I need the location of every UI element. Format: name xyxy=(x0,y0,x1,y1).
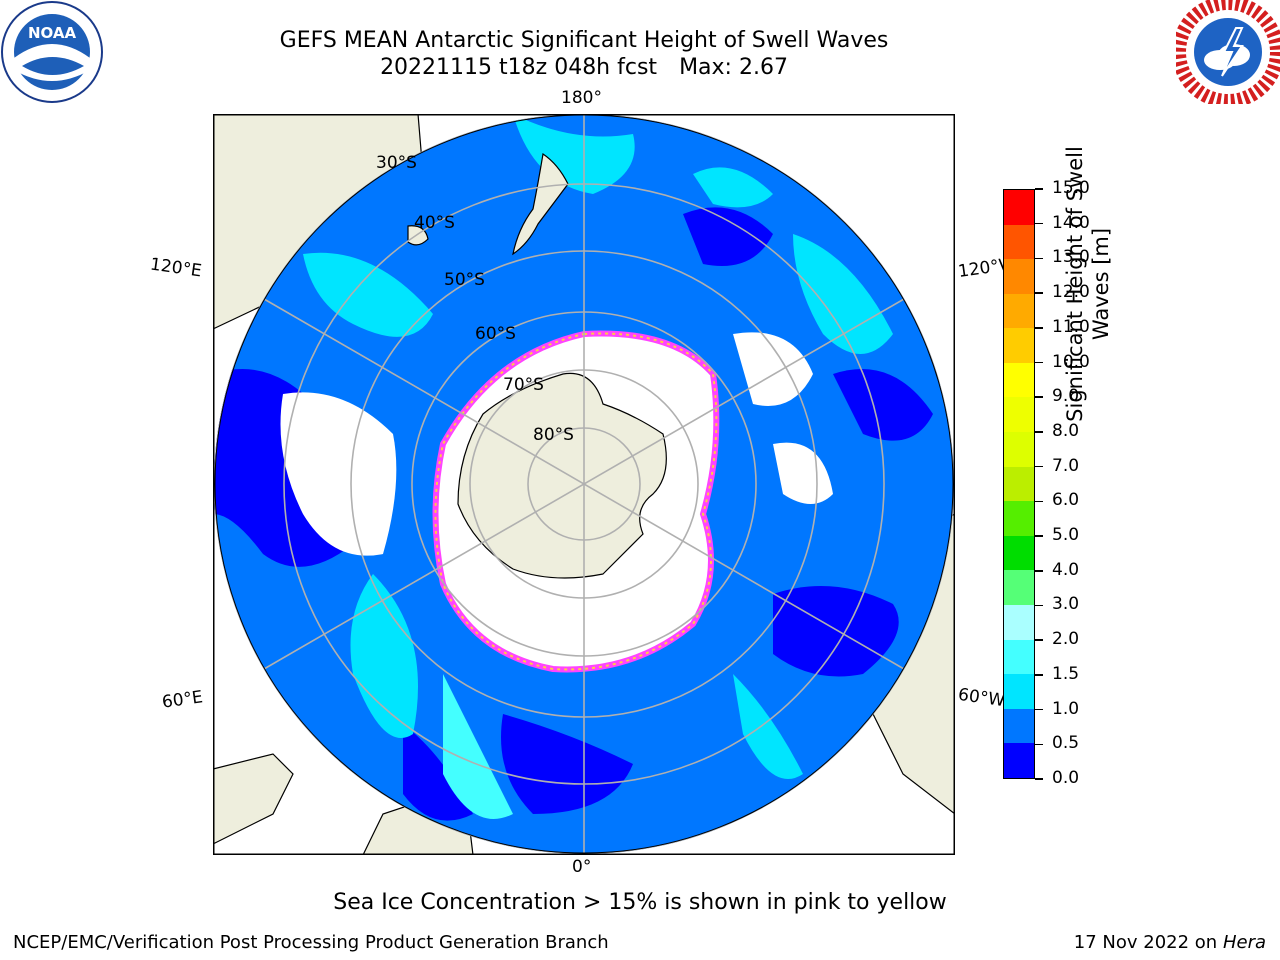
colorbar-tick-label: 11.0 xyxy=(1052,316,1090,337)
colorbar-bin-8 xyxy=(1004,466,1034,502)
colorbar-label-line2: Waves [m] xyxy=(1089,227,1113,341)
footer-machine: Hera xyxy=(1222,932,1266,953)
colorbar-tick xyxy=(1035,604,1043,607)
colorbar-tick xyxy=(1035,257,1043,260)
land-africa xyxy=(213,753,294,845)
max-value-label: Max: 2.67 xyxy=(679,55,788,80)
run-info: 20221115 t18z 048h fcst xyxy=(380,55,658,80)
map-title: GEFS MEAN Antarctic Significant Height o… xyxy=(279,28,889,53)
lat-label-30s: 30°S xyxy=(376,153,417,173)
lat-label-50s: 50°S xyxy=(444,270,485,290)
noaa-logo-icon: NOAA xyxy=(1,1,103,103)
colorbar-tick xyxy=(1035,222,1043,225)
lon-label-60e: 60°E xyxy=(160,687,205,713)
land-new-zealand xyxy=(512,152,569,256)
colorbar-tick xyxy=(1035,396,1043,398)
footer-date-text: 17 Nov 2022 on xyxy=(1073,932,1218,953)
noaa-logo-text: NOAA xyxy=(28,24,77,42)
colorbar-tick-label: 2.0 xyxy=(1052,629,1080,650)
lon-label-180: 180° xyxy=(561,88,602,108)
colorbar-bin-10 xyxy=(1004,397,1034,433)
colorbar-tick xyxy=(1035,327,1043,329)
colorbar-tick xyxy=(1035,465,1043,468)
colorbar-tick xyxy=(1035,639,1043,641)
colorbar-tick-label: 5.0 xyxy=(1052,525,1080,546)
colorbar-bin-7 xyxy=(1004,501,1034,536)
colorbar-tick xyxy=(1035,570,1043,572)
colorbar-bin-13 xyxy=(1004,293,1034,329)
colorbar-tick-label: 9.0 xyxy=(1052,386,1080,407)
south-polar-map xyxy=(213,114,955,855)
colorbar xyxy=(1003,189,1035,779)
colorbar-bin-16 xyxy=(1004,189,1034,225)
colorbar-bin-12 xyxy=(1004,328,1034,363)
lon-label-120e: 120°E xyxy=(148,254,203,282)
footer-date: 17 Nov 2022 on Hera xyxy=(1074,932,1266,953)
colorbar-bin-0 xyxy=(1004,743,1034,778)
colorbar-tick-label: 0.0 xyxy=(1052,768,1080,788)
colorbar-tick xyxy=(1035,778,1043,780)
lat-label-60s: 60°S xyxy=(475,324,516,344)
colorbar-tick xyxy=(1035,743,1043,746)
colorbar-tick xyxy=(1035,188,1043,190)
lat-label-80s: 80°S xyxy=(533,425,574,445)
lon-label-60w: 60°W xyxy=(956,684,1007,712)
colorbar-bin-15 xyxy=(1004,224,1034,260)
colorbar-tick xyxy=(1035,431,1043,433)
sea-ice-note: Sea Ice Concentration > 15% is shown in … xyxy=(333,890,947,915)
colorbar-tick-label: 0.5 xyxy=(1052,733,1080,754)
colorbar-tick xyxy=(1035,708,1043,711)
colorbar-bin-5 xyxy=(1004,570,1034,606)
colorbar-bin-3 xyxy=(1004,639,1034,675)
colorbar-tick xyxy=(1035,292,1043,294)
colorbar-tick-label: 3.0 xyxy=(1052,594,1080,615)
colorbar-tick xyxy=(1035,500,1043,503)
colorbar-tick-label: 6.0 xyxy=(1052,490,1080,511)
colorbar-tick xyxy=(1035,361,1043,364)
colorbar-tick-label: 7.0 xyxy=(1052,455,1080,476)
colorbar-tick-label: 10.0 xyxy=(1052,351,1090,372)
colorbar-bin-11 xyxy=(1004,362,1034,398)
colorbar-bin-6 xyxy=(1004,535,1034,571)
colorbar-tick-label: 15.0 xyxy=(1052,178,1090,198)
lat-label-70s: 70°S xyxy=(503,375,544,395)
nws-logo-icon xyxy=(1176,0,1280,104)
colorbar-tick-label: 1.0 xyxy=(1052,698,1080,719)
colorbar-tick-label: 13.0 xyxy=(1052,247,1090,268)
colorbar-tick-label: 4.0 xyxy=(1052,559,1080,580)
colorbar-bin-1 xyxy=(1004,708,1034,744)
lat-label-40s: 40°S xyxy=(414,213,455,233)
colorbar-bin-2 xyxy=(1004,674,1034,709)
colorbar-tick-label: 8.0 xyxy=(1052,420,1080,441)
map-subtitle-run: 20221115 t18z 048h fcst Max: 2.67 xyxy=(184,55,984,81)
colorbar-tick-label: 1.5 xyxy=(1052,663,1080,684)
colorbar-bin-4 xyxy=(1004,605,1034,640)
colorbar-tick-label: 14.0 xyxy=(1052,212,1090,233)
colorbar-tick xyxy=(1035,535,1043,537)
colorbar-tick-label: 12.0 xyxy=(1052,282,1090,303)
colorbar-bin-14 xyxy=(1004,259,1034,294)
lon-label-0: 0° xyxy=(572,857,592,877)
footer-credit: NCEP/EMC/Verification Post Processing Pr… xyxy=(13,932,609,953)
colorbar-bin-9 xyxy=(1004,432,1034,467)
colorbar-tick xyxy=(1035,674,1043,676)
